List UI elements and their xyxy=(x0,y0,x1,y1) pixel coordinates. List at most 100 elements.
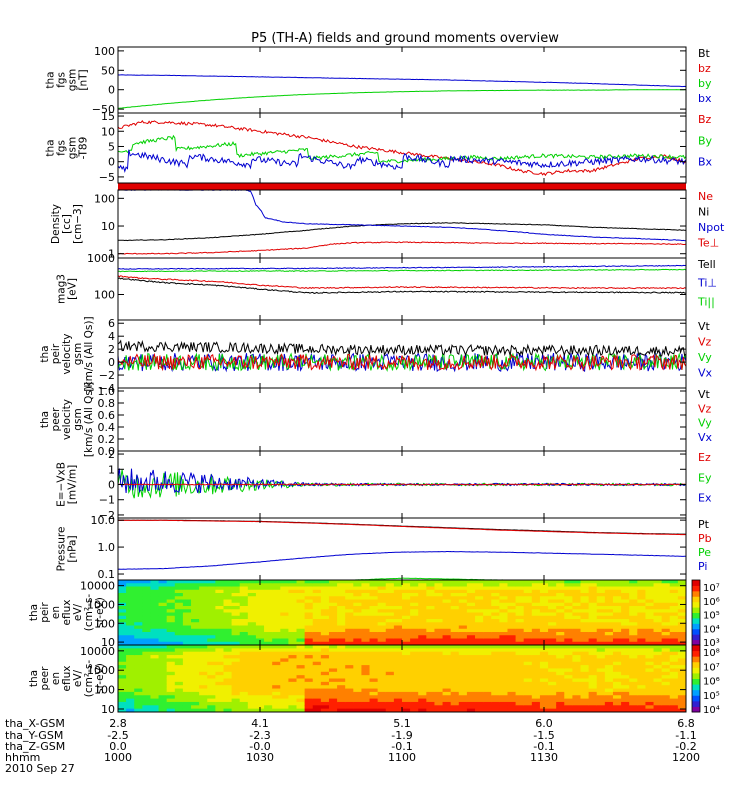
colorbar-swatch xyxy=(692,695,700,702)
heatmap-cell xyxy=(645,593,655,597)
heatmap-cell xyxy=(426,665,436,670)
heatmap-cell xyxy=(166,701,176,706)
heatmap-cell xyxy=(150,619,160,623)
heatmap-cell xyxy=(426,606,436,610)
heatmap-cell xyxy=(548,665,557,670)
heatmap-cell xyxy=(199,661,208,666)
heatmap-cell xyxy=(312,688,322,693)
y-axis-label: tha xyxy=(45,139,57,156)
y-tick-label: 1.0 xyxy=(98,541,116,554)
series-line xyxy=(118,134,686,164)
heatmap-cell xyxy=(353,619,363,623)
heatmap-cell xyxy=(434,705,444,710)
heatmap-cell xyxy=(158,658,168,663)
heatmap-cell xyxy=(653,622,663,627)
heatmap-cell xyxy=(645,665,655,670)
heatmap-cell xyxy=(312,628,322,633)
heatmap-cell xyxy=(596,635,606,640)
y-tick-label: 100 xyxy=(94,684,115,697)
y-tick-label: 10.0 xyxy=(91,514,116,527)
heatmap-cell xyxy=(669,705,679,710)
heatmap-cell xyxy=(539,589,549,594)
heatmap-cell xyxy=(158,622,168,627)
heatmap-cell xyxy=(523,632,533,636)
heatmap-cell xyxy=(158,648,168,653)
heatmap-cell xyxy=(410,638,419,643)
heatmap-cell xyxy=(410,583,419,588)
heatmap-cell xyxy=(158,688,168,693)
y-tick-label: 100 xyxy=(94,45,115,58)
heatmap-cell xyxy=(483,695,492,700)
heatmap-cell xyxy=(215,668,225,673)
heatmap-cell xyxy=(491,628,500,633)
heatmap-cell xyxy=(653,648,663,653)
heatmap-cell xyxy=(393,688,403,693)
heatmap-cell xyxy=(499,596,509,601)
heatmap-cell xyxy=(499,589,509,594)
heatmap-cell xyxy=(166,596,176,601)
heatmap-cell xyxy=(377,632,387,636)
heatmap-cell xyxy=(320,586,330,591)
heatmap-cell xyxy=(531,632,541,636)
heatmap-cell xyxy=(564,645,573,649)
heatmap-cell xyxy=(166,641,176,645)
heatmap-cell xyxy=(434,665,444,670)
heatmap-cell xyxy=(661,619,671,623)
heatmap-cell xyxy=(296,648,306,653)
heatmap-cell xyxy=(223,688,233,693)
heatmap-cell xyxy=(450,658,460,663)
heatmap-cell xyxy=(361,593,371,597)
legend-entry: Tell xyxy=(697,258,716,271)
heatmap-cell xyxy=(272,596,281,601)
heatmap-cell xyxy=(515,615,525,620)
heatmap-cell xyxy=(483,619,492,623)
heatmap-cell xyxy=(677,705,686,710)
heatmap-cell xyxy=(337,586,346,591)
heatmap-cell xyxy=(564,589,573,594)
heatmap-cell xyxy=(126,606,135,610)
legend-entry: Ex xyxy=(698,492,712,505)
heatmap-cell xyxy=(442,638,452,643)
heatmap-cell xyxy=(191,612,200,617)
heatmap-cell xyxy=(499,580,509,584)
heatmap-cell xyxy=(174,580,184,584)
heatmap-cell xyxy=(320,695,330,700)
heatmap-cell xyxy=(174,701,184,706)
heatmap-cell xyxy=(621,638,630,643)
heatmap-cell xyxy=(548,661,557,666)
colorbar-tick-label: 10⁴ xyxy=(703,705,720,716)
heatmap-cell xyxy=(596,628,606,633)
heatmap-cell xyxy=(134,589,143,594)
heatmap-cell xyxy=(272,622,281,627)
heatmap-cell xyxy=(491,661,500,666)
heatmap-cell xyxy=(142,678,152,683)
heatmap-cell xyxy=(548,668,557,673)
heatmap-cell xyxy=(142,635,152,640)
heatmap-cell xyxy=(296,593,306,597)
heatmap-cell xyxy=(645,705,655,710)
heatmap-cell xyxy=(418,648,427,653)
heatmap-cell xyxy=(312,678,322,683)
heatmap-cell xyxy=(191,609,200,614)
heatmap-cell xyxy=(239,612,249,617)
heatmap-cell xyxy=(458,648,468,653)
heatmap-cell xyxy=(215,685,225,690)
heatmap-cell xyxy=(539,688,549,693)
heatmap-cell xyxy=(612,701,622,706)
heatmap-cell xyxy=(199,701,208,706)
heatmap-cell xyxy=(118,635,127,640)
ephemeris-value: 4.1 xyxy=(251,717,269,730)
heatmap-cell xyxy=(199,612,208,617)
heatmap-cell xyxy=(199,583,208,588)
heatmap-cell xyxy=(580,685,590,690)
heatmap-cell xyxy=(231,648,241,653)
heatmap-cell xyxy=(361,705,371,710)
heatmap-cell xyxy=(442,661,452,666)
heatmap-cell xyxy=(320,619,330,623)
heatmap-cell xyxy=(182,655,192,659)
heatmap-cell xyxy=(588,668,598,673)
heatmap-cell xyxy=(669,602,679,607)
heatmap-cell xyxy=(466,705,476,710)
heatmap-cell xyxy=(442,602,452,607)
heatmap-cell xyxy=(515,586,525,591)
